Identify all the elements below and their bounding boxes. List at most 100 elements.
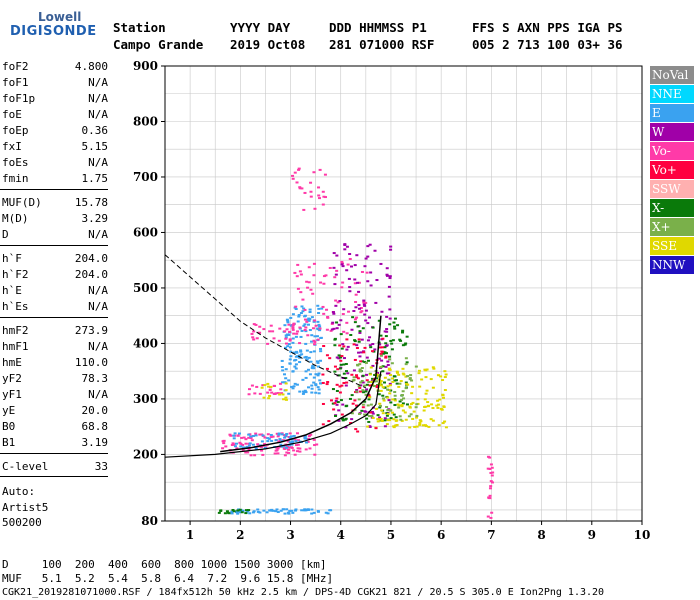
echo-point — [311, 292, 315, 295]
echo-point — [349, 422, 353, 425]
echo-point — [384, 342, 388, 345]
echo-point — [415, 416, 419, 419]
echo-point — [283, 454, 287, 457]
echo-point — [321, 190, 325, 193]
echo-point — [276, 452, 280, 455]
echo-point — [441, 393, 445, 396]
echo-point — [344, 377, 348, 380]
echo-point — [355, 374, 359, 377]
echo-point — [237, 508, 241, 511]
param-value: N/A — [88, 300, 108, 313]
echo-point — [328, 357, 332, 360]
echo-point — [310, 508, 314, 511]
echo-point — [291, 328, 295, 331]
echo-point — [393, 327, 397, 330]
echo-point — [244, 512, 248, 515]
echo-point — [342, 357, 346, 360]
echo-point — [277, 440, 281, 443]
echo-point — [319, 350, 323, 353]
echo-point — [321, 402, 325, 405]
echo-point — [233, 445, 237, 448]
echo-point — [274, 439, 278, 442]
echo-point — [424, 392, 428, 395]
echo-point — [368, 373, 372, 376]
echo-point — [301, 392, 305, 395]
echo-point — [388, 317, 392, 320]
echo-point — [366, 404, 370, 407]
echo-point — [292, 332, 296, 335]
echo-point — [340, 286, 344, 289]
echo-point — [338, 300, 342, 303]
echo-point — [313, 335, 317, 338]
echo-point — [306, 334, 310, 337]
echo-point — [247, 433, 251, 436]
echo-point — [362, 391, 366, 394]
echo-point — [304, 391, 308, 394]
echo-point — [410, 379, 414, 382]
echo-point — [437, 424, 441, 427]
echo-point — [486, 515, 490, 518]
echo-point — [365, 379, 369, 382]
echo-point — [391, 380, 395, 383]
echo-point — [252, 330, 256, 333]
param-value: 110.0 — [74, 356, 108, 369]
echo-point — [318, 327, 322, 330]
echo-point — [365, 383, 369, 386]
echo-point — [341, 417, 345, 420]
echo-point — [385, 423, 389, 426]
echo-point — [381, 412, 385, 415]
echo-point — [263, 436, 267, 439]
echo-point — [312, 367, 316, 370]
echo-point — [273, 385, 277, 388]
echo-point — [344, 384, 348, 387]
echo-point — [232, 434, 236, 437]
echo-point — [386, 388, 390, 391]
echo-point — [366, 359, 370, 362]
echo-point — [274, 510, 278, 513]
echo-point — [286, 321, 290, 324]
echo-point — [418, 385, 422, 388]
echo-point — [285, 328, 289, 331]
echo-point — [284, 336, 288, 339]
echo-point — [286, 345, 290, 348]
echo-point — [487, 496, 491, 499]
echo-point — [256, 510, 260, 513]
echo-point — [363, 361, 367, 364]
param-value: 0.36 — [81, 124, 109, 137]
echo-point — [268, 388, 272, 391]
echo-point — [287, 323, 291, 326]
legend-item: Vo- — [650, 142, 694, 160]
echo-point — [365, 356, 369, 359]
echo-point — [284, 396, 288, 399]
echo-point — [305, 441, 309, 444]
echo-point — [330, 328, 334, 331]
echo-point — [313, 453, 317, 456]
param-value: 5.15 — [81, 140, 109, 153]
echo-point — [308, 311, 312, 314]
echo-point — [298, 361, 302, 364]
echo-point — [394, 416, 398, 419]
electron-density-profile — [164, 371, 382, 458]
echo-point — [310, 334, 314, 337]
param-row: fmin 1.75 — [2, 172, 108, 188]
echo-point — [359, 306, 363, 309]
plot-border — [164, 65, 643, 522]
echo-point — [357, 281, 361, 284]
echo-point — [321, 381, 325, 384]
echo-point — [341, 313, 345, 316]
echo-point — [383, 425, 387, 428]
param-name: yE — [2, 404, 16, 417]
echo-point — [390, 362, 394, 365]
echo-point — [368, 344, 372, 347]
echo-point — [313, 444, 317, 447]
echo-point — [325, 308, 329, 311]
echo-point — [385, 405, 389, 408]
echo-point — [342, 381, 346, 384]
echo-point — [319, 347, 323, 350]
echo-point — [303, 314, 307, 317]
echo-point — [295, 181, 299, 184]
echo-point — [381, 386, 385, 389]
echo-point — [296, 330, 300, 333]
echo-point — [402, 397, 406, 400]
echo-point — [385, 267, 389, 270]
